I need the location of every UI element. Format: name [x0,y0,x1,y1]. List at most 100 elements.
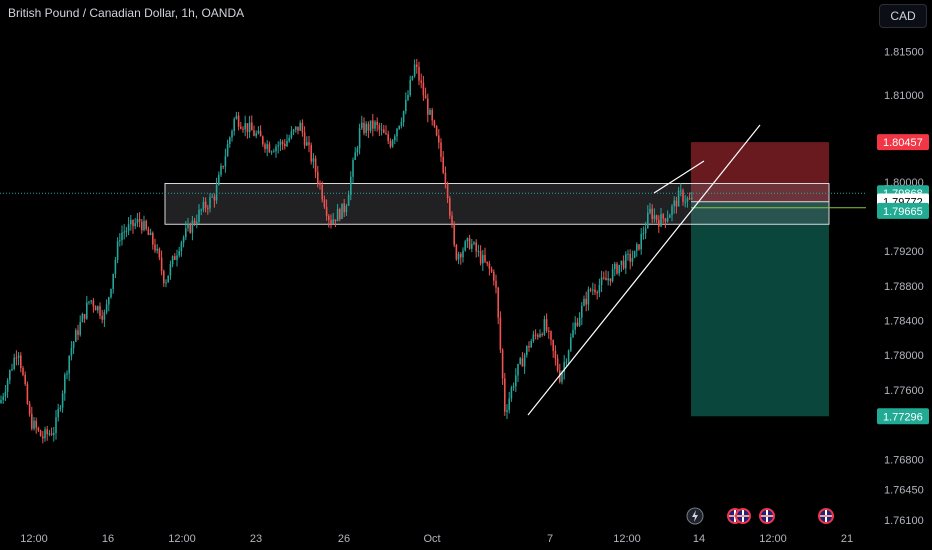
candle-body [515,375,517,387]
candle [495,274,497,294]
candle-body [671,206,673,216]
candle [440,138,442,163]
candle-body [163,270,165,284]
candle [242,126,244,133]
candle [88,301,90,305]
candle-body [633,250,636,259]
candle [429,107,431,116]
candle-body [339,209,341,219]
candle-body [134,223,136,227]
candle-body [389,141,392,147]
candle-body [541,334,543,336]
lightning-icon[interactable] [686,507,704,525]
candle-body [618,264,620,274]
candle-body [242,128,244,130]
y-tick-label: 1.77600 [884,385,924,397]
candle [416,58,418,74]
candle-body [66,373,68,375]
candle [686,196,689,208]
candle-body [53,432,55,435]
candle-body [435,126,438,136]
candle [548,327,550,339]
candle [642,226,645,240]
candle [684,194,686,208]
candle [224,148,227,173]
candle-body [592,289,594,291]
candle-body [207,207,209,209]
trendline-upper[interactable] [653,160,705,194]
stop-loss-zone[interactable] [691,142,829,202]
candle [0,395,2,404]
candle [114,256,117,279]
candle-body [407,95,409,100]
candle-body [193,220,196,224]
candle-body [631,258,634,262]
candle [211,193,213,198]
candle [270,150,273,155]
candle [438,129,440,149]
candle [407,90,409,102]
candle-body [28,403,31,415]
candle-body [121,232,123,241]
candle-body [209,197,211,209]
candle [585,291,587,312]
candle [464,239,466,252]
candle [77,324,79,341]
candle-body [653,215,656,219]
candle-body [644,228,647,234]
currency-button[interactable]: CAD [879,4,927,28]
candle-body [548,330,550,332]
candle-body [123,231,125,233]
candle [413,59,416,78]
candle-body [35,420,37,428]
candle [319,180,321,190]
uk-flag-icon[interactable] [818,508,834,524]
candle-body [303,132,306,146]
candle [477,244,480,257]
uk-flag-icon[interactable] [759,508,775,524]
candle [297,126,299,135]
candle [218,171,220,186]
candle [565,358,568,367]
candle-body [455,244,458,260]
candle [72,340,75,355]
candle [427,93,429,123]
candle [198,204,200,224]
candle [160,250,163,276]
candle-body [301,122,304,133]
candle [187,217,189,232]
candle-body [138,219,141,222]
candle-body [191,220,194,233]
candle-body [466,238,469,242]
candle [638,244,640,251]
candle [655,214,658,223]
x-tick-label: 23 [250,533,262,545]
candle-body [396,128,398,137]
take-profit-zone[interactable] [691,201,829,417]
candle [46,425,48,441]
uk-flag-icon[interactable] [735,508,751,524]
candle-body [202,201,205,210]
candle-body [42,436,44,439]
candle-body [594,289,596,293]
candle-body [539,334,541,337]
candle [633,250,636,259]
candle [220,163,222,177]
candle [341,203,343,220]
candle [268,141,271,153]
candle [486,261,488,267]
candle [15,350,18,366]
candle-body [72,341,75,348]
candle [636,242,638,257]
candle-body [572,329,574,338]
candle-body [264,144,266,149]
x-tick-label: 26 [338,533,350,545]
candle-body [460,253,462,258]
trendline-support[interactable] [527,124,761,416]
candle [383,124,385,134]
candle [251,115,253,131]
supply-zone-rectangle[interactable] [164,183,830,225]
candle [132,219,134,234]
candle-body [598,285,601,293]
